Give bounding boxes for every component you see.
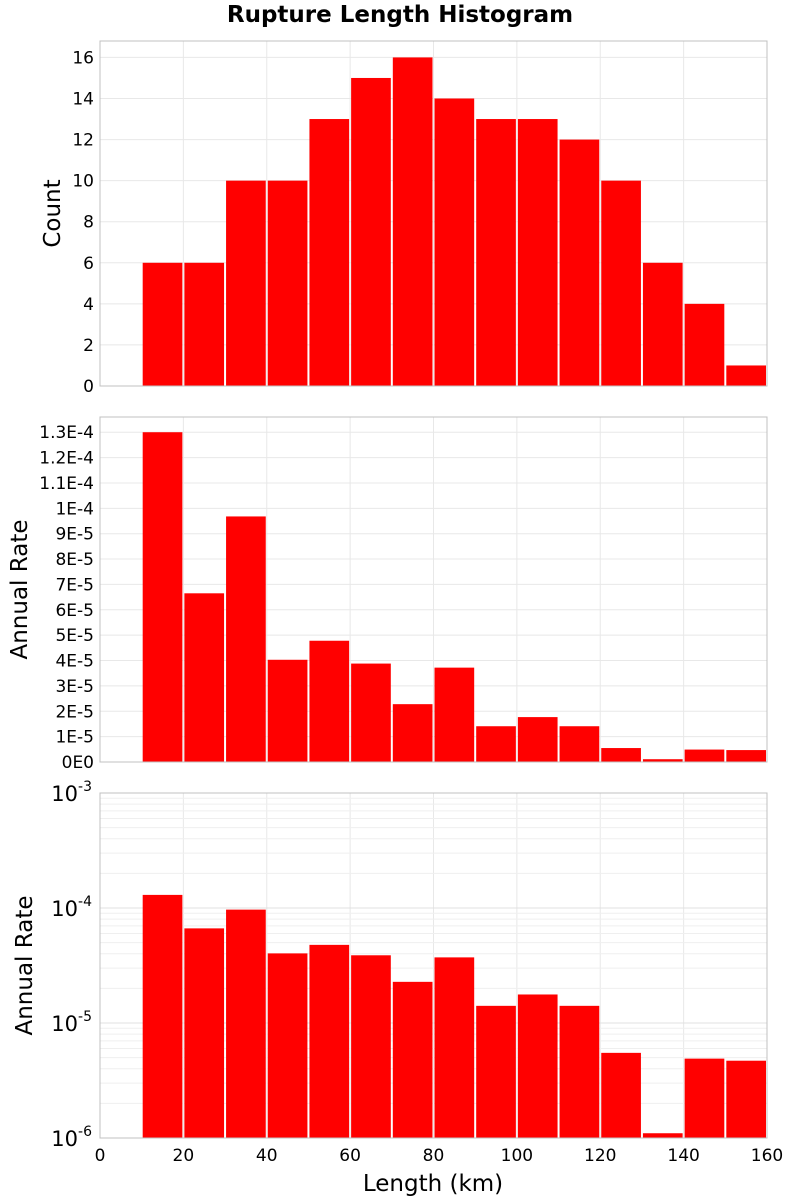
y-tick-label: 1E-4 [55, 499, 94, 519]
x-axis-label: Length (km) [363, 1171, 503, 1197]
histogram-bar [726, 750, 766, 762]
histogram-bar [142, 432, 183, 762]
histogram-bar [517, 119, 558, 387]
log-rate-panel: 10-6 10-5 10-4 10-3 Annual Rate 0 20 40 60 80 100 1… [12, 779, 783, 1166]
chart-title: Rupture Length Histogram [226, 2, 574, 28]
x-tick-label: 120 [584, 1146, 616, 1166]
histogram-bar [267, 659, 308, 762]
y-tick-label: 1.1E-4 [39, 474, 94, 494]
y-tick-label: 10 [72, 172, 94, 192]
y-tick-label: 1E-5 [55, 728, 94, 748]
y-axis-label: Annual Rate [12, 896, 38, 1036]
y-tick-label: 1.3E-4 [39, 423, 94, 443]
y-tick-label: 2E-5 [55, 702, 94, 722]
histogram-bar [392, 704, 433, 762]
linear-rate-panel: 0E0 1E-5 2E-5 3E-5 4E-5 5E-5 6E-5 7E-5 8E-5 9E-5 1… [7, 416, 768, 773]
histogram-bar [351, 955, 391, 1138]
y-tick-label: 5E-5 [55, 626, 94, 646]
histogram-bar [351, 77, 391, 386]
histogram-bar [309, 119, 350, 387]
histogram-bar [642, 759, 683, 762]
plot-frame [99, 416, 768, 763]
histogram-bar [476, 726, 516, 762]
y-tick-label: 1.2E-4 [39, 449, 94, 469]
histogram-bar [226, 516, 266, 762]
x-tick-label: 40 [256, 1146, 278, 1166]
plot-frame [99, 792, 768, 1139]
histogram-bar [184, 928, 225, 1138]
y-tick-label: 16 [72, 48, 94, 68]
y-tick-label: 9E-5 [55, 525, 94, 545]
histogram-bar [642, 1133, 683, 1138]
histogram-bar [517, 994, 558, 1138]
histogram-bar [351, 663, 391, 762]
histogram-bar [226, 180, 266, 386]
histogram-bar [559, 726, 600, 762]
y-tick-label: 6 [83, 254, 94, 274]
x-tick-label: 0 [95, 1146, 106, 1166]
histogram-bar [517, 717, 558, 762]
histogram-bar [601, 1052, 641, 1138]
histogram-bar [142, 894, 183, 1138]
histogram-bar [559, 139, 600, 386]
y-tick-label: 4E-5 [55, 652, 94, 672]
y-tick-label: 2 [83, 336, 94, 356]
histogram-bar [184, 262, 225, 386]
histogram-bar [434, 957, 475, 1138]
y-axis-label: Annual Rate [7, 520, 33, 660]
y-tick-label: 12 [72, 131, 94, 151]
y-tick-label: 7E-5 [55, 575, 94, 595]
histogram-bar [726, 1060, 766, 1138]
count-panel: 0 2 4 6 8 10 12 14 16 Count [40, 40, 768, 397]
x-tick-label: 20 [173, 1146, 195, 1166]
y-tick-label: 4 [83, 295, 94, 315]
y-tick-label: 6E-5 [55, 601, 94, 621]
x-tick-label: 80 [423, 1146, 445, 1166]
histogram-bar [309, 640, 350, 762]
histogram-bar [184, 593, 225, 762]
histogram-bar [434, 667, 475, 762]
y-tick-label: 10-6 [51, 1124, 92, 1151]
y-tick-label: 0E0 [62, 753, 94, 773]
y-tick-label: 14 [72, 90, 94, 110]
y-tick-label: 0 [83, 377, 94, 397]
histogram-bar [684, 1058, 725, 1138]
x-tick-label: 60 [339, 1146, 361, 1166]
histogram-bar [267, 180, 308, 386]
y-tick-label: 3E-5 [55, 677, 94, 697]
y-tick-label: 10-5 [51, 1009, 92, 1036]
y-tick-label: 10-3 [51, 779, 92, 806]
x-tick-label: 100 [501, 1146, 533, 1166]
histogram-bar [392, 981, 433, 1138]
histogram-bar [392, 57, 433, 387]
histogram-bar [601, 748, 641, 762]
x-tick-label: 160 [751, 1146, 783, 1166]
histogram-bar [601, 180, 641, 386]
histogram-bar [684, 303, 725, 386]
histogram-bar [226, 909, 266, 1138]
histogram-bar [434, 98, 475, 386]
y-tick-label: 10-4 [51, 894, 92, 921]
x-tick-label: 140 [667, 1146, 699, 1166]
y-axis-label: Count [40, 179, 66, 247]
histogram-bar [142, 262, 183, 386]
y-tick-label: 8E-5 [55, 550, 94, 570]
y-tick-label: 8 [83, 213, 94, 233]
plot-frame [99, 40, 768, 387]
histogram-bar [642, 262, 683, 386]
histogram-bar [726, 365, 766, 386]
histogram-bar [267, 953, 308, 1138]
histogram-bar [476, 1005, 516, 1138]
histogram-bar [309, 944, 350, 1138]
histogram-bar [684, 749, 725, 762]
histogram-bar [559, 1005, 600, 1138]
histogram-bar [476, 119, 516, 387]
